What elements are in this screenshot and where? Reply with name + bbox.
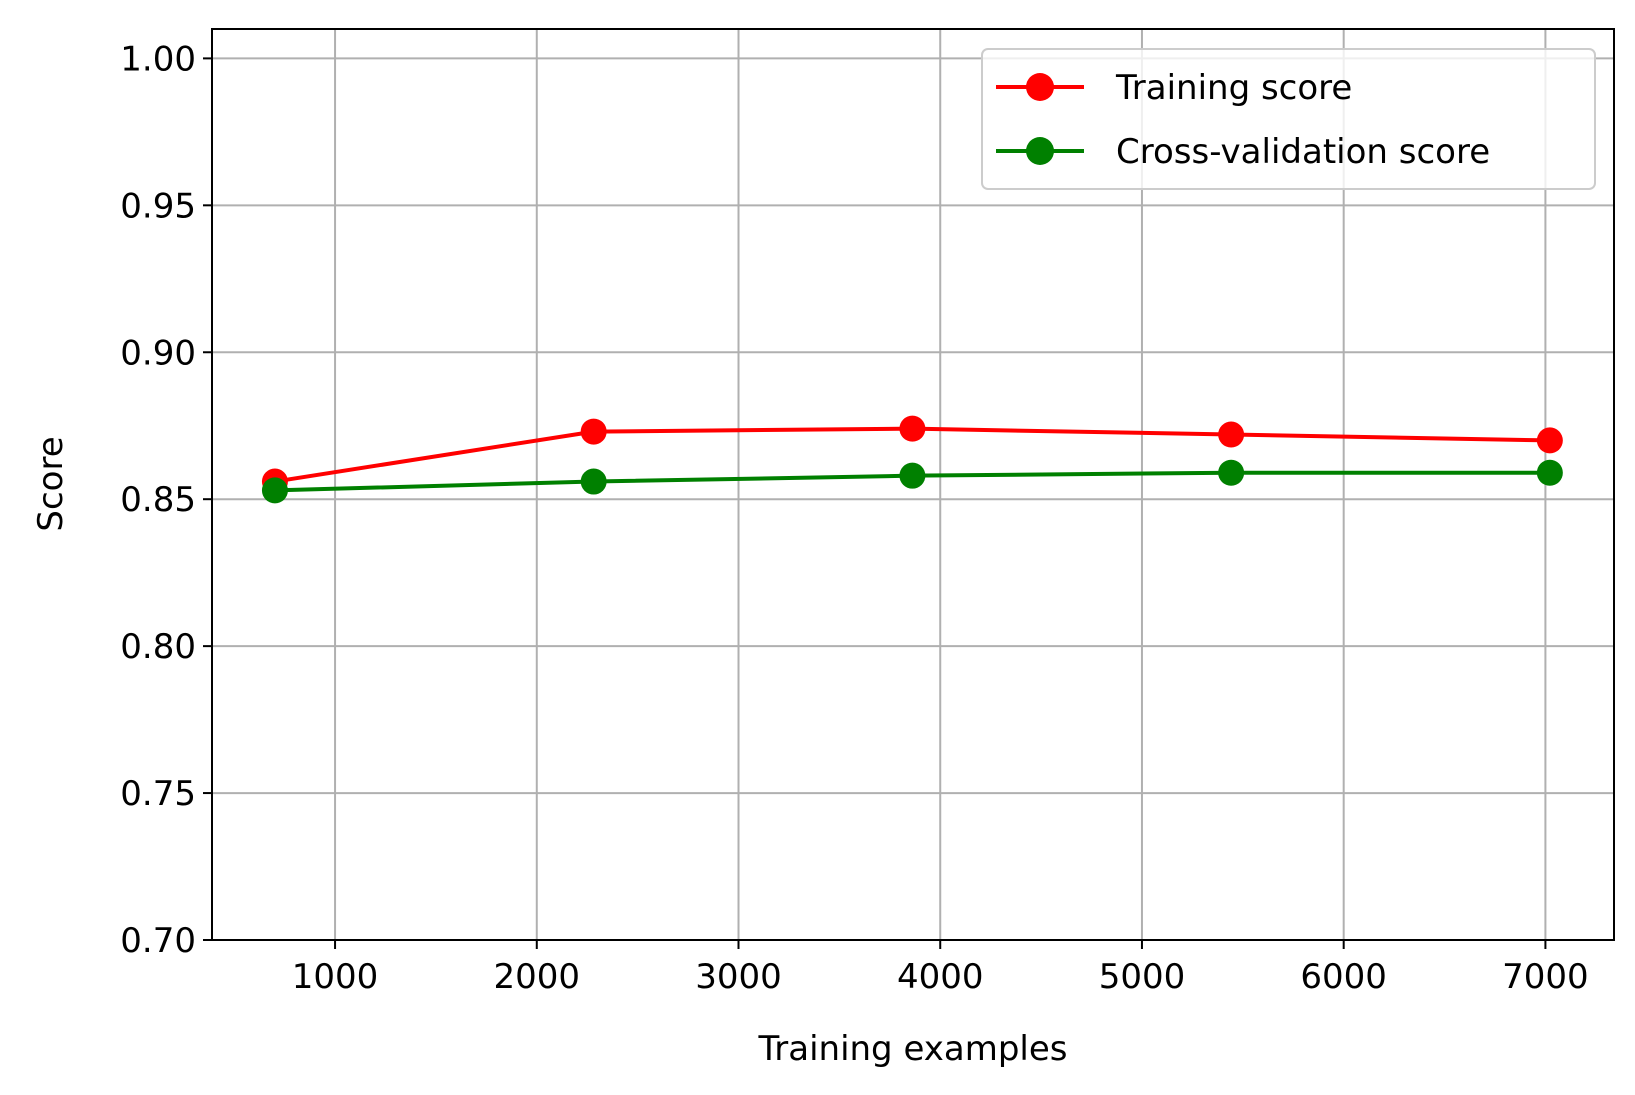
y-tick-label: 0.95 xyxy=(120,186,196,226)
data-point-cross-validation xyxy=(261,477,288,504)
series-layer xyxy=(261,415,1563,504)
data-point-cross-validation xyxy=(580,468,607,495)
legend-marker-cross-validation xyxy=(1026,137,1054,165)
x-tick-label: 7000 xyxy=(1502,957,1589,997)
data-point-training xyxy=(580,418,607,445)
y-axis-ticks: 0.70 0.75 0.80 0.85 0.90 0.95 1.00 xyxy=(120,39,212,961)
y-tick-label: 0.90 xyxy=(120,333,196,373)
y-tick-label: 0.75 xyxy=(120,774,196,814)
legend: Training score Cross-validation score xyxy=(981,48,1596,190)
data-point-cross-validation xyxy=(899,462,926,489)
x-tick-label: 3000 xyxy=(695,957,782,997)
x-axis-ticks: 1000 2000 3000 4000 5000 6000 7000 xyxy=(292,940,1589,997)
y-tick-label: 0.80 xyxy=(120,627,196,667)
legend-marker-training xyxy=(1026,73,1054,101)
y-tick-label: 0.85 xyxy=(120,480,196,520)
x-tick-label: 6000 xyxy=(1300,957,1387,997)
data-point-cross-validation xyxy=(1536,459,1563,486)
x-axis-label: Training examples xyxy=(757,1029,1067,1069)
x-tick-label: 1000 xyxy=(292,957,379,997)
legend-label-cross-validation: Cross-validation score xyxy=(1116,132,1490,172)
plot-frame xyxy=(211,28,1615,941)
y-tick-label: 1.00 xyxy=(120,39,196,79)
x-tick-label: 2000 xyxy=(494,957,581,997)
data-point-cross-validation xyxy=(1218,459,1245,486)
x-tick-label: 5000 xyxy=(1099,957,1186,997)
data-point-training xyxy=(1536,427,1563,454)
data-point-training xyxy=(899,415,926,442)
y-axis-label: Score xyxy=(31,436,71,531)
data-point-training xyxy=(1218,421,1245,448)
legend-label-training: Training score xyxy=(1115,68,1352,108)
legend-box xyxy=(981,48,1596,190)
x-tick-label: 4000 xyxy=(897,957,984,997)
y-tick-label: 0.70 xyxy=(120,921,196,961)
